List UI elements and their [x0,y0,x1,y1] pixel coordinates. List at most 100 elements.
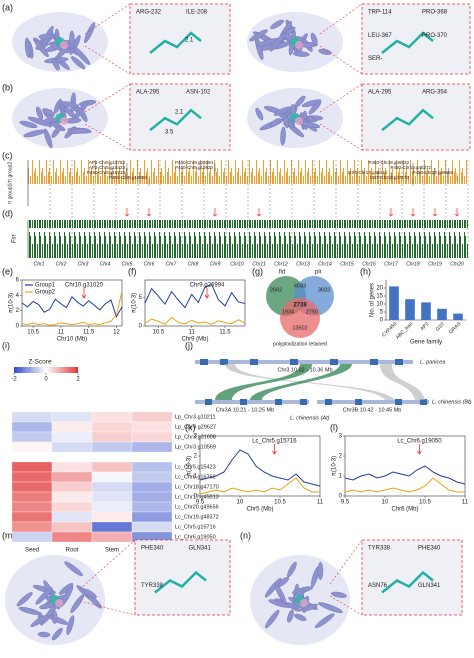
synteny-link [380,364,425,400]
heat-cell [51,501,93,513]
colorbar-step [76,367,79,373]
annotation: P450-Chr18.g46632 [368,160,409,165]
chromosome-label: Chr9 [210,261,221,267]
y-tick-label: 1 [339,474,343,480]
heat-cell [131,501,173,513]
heat-cell [91,441,133,453]
heat-cell [131,471,173,483]
count-label: 2750 [306,309,318,315]
colorbar-step [73,367,75,373]
heat-cell [51,471,93,483]
residue-label: PHE340 [418,546,441,552]
x-tick-label: 12 [113,330,120,336]
chromosome-label: Chr7 [166,261,177,267]
row-label: Lc_Chr20.g49656 [175,504,219,510]
helix [70,594,84,614]
helix [264,577,282,598]
x-axis-label: Chr10 (Mb) [57,337,87,343]
heat-cell [51,421,93,433]
colorbar-step [17,367,19,373]
helix [270,19,284,30]
row-label: Lc_Chr6.g19050 [175,534,216,540]
x-tick-label: 10.5 [152,330,164,336]
colorbar-step [34,367,37,373]
colorbar-step [57,367,59,373]
stick [149,31,202,54]
annotation: P450-Chr19.g48372 [390,165,431,170]
ligand [295,41,303,49]
y-tick-label: 3 [339,434,343,440]
helix [270,118,281,128]
heat-cell [91,521,133,533]
helix [77,106,88,123]
annotation: AP2-Chr5.g16762 [89,160,126,165]
colorbar-step [25,367,27,373]
colorbar-step [55,367,58,373]
y-axis-label: π(10-3) [132,293,138,313]
chromosome-label: Chr8 [188,261,199,267]
heat-cell [51,511,93,523]
count-label: 3603 [318,287,330,293]
chromosome-label: Chr15 [340,261,354,267]
x-tick-label: 10 [382,500,389,506]
series-line [199,477,320,495]
x-axis-label: Chr9 (Mb) [181,337,208,343]
heat-cell [91,461,133,473]
colorbar-step [71,367,74,373]
x-tick-label: 11.5 [83,330,95,336]
heat-cell [91,501,133,513]
series-line [144,283,246,309]
panel-letter: (n) [240,530,251,540]
panel-letter: (b) [2,82,13,92]
colorbar-title: Z-Score [28,359,52,366]
species-label: L. panicea [420,359,445,365]
plot-frame [199,435,321,497]
helix [68,128,89,134]
helix [268,599,290,608]
heat-cell [11,481,53,493]
y-tick-label: 0 [139,324,143,330]
zoom-line [84,45,131,75]
selection-arrow [256,208,262,217]
helix [51,125,62,138]
colorbar-step [31,367,34,373]
gene-block [300,399,307,405]
venn-set [280,298,320,338]
helix [283,115,290,129]
helix [24,37,31,58]
residue-label: ARG-232 [136,10,162,16]
colorbar-step [44,367,47,373]
chromosome-bar [317,400,429,404]
panel-letter: (h) [360,266,371,276]
row-label: Lc_Chr17.g45013 [175,494,219,500]
row-label: Lp_Chr3.g31608 [175,434,216,440]
region-label: Chr3B 10.42 - 10.45 Mb [343,407,402,413]
y-tick-label: 2 [194,454,198,460]
colorbar-step [15,367,18,373]
x-tick-label: GST [435,321,447,333]
distance-label: 2.1 [175,110,184,116]
annotation: Lc_Chr6.g19050 [397,439,442,445]
chromosome-bar [195,400,309,404]
chromosome-bar [195,360,413,364]
residue-label: LEU-367 [368,33,392,39]
annotation-arrow [272,444,277,455]
row-label: Lc_Chr6.g16762 [175,474,216,480]
bar [405,299,415,320]
column-label: Stem [105,548,119,554]
zoom-line [79,539,136,590]
ligand [55,599,63,607]
helix [64,561,83,577]
gene-block [240,399,247,405]
residue-label: TYR338 [141,583,164,589]
series-line [21,296,123,319]
heat-cell [51,461,93,473]
distance-label: 2.1 [185,38,194,44]
gene-block [370,359,378,365]
bar [453,313,463,320]
x-tick-label: 10.5 [274,500,286,506]
heat-cell [131,521,173,533]
annotation: Lc_Chr5.g15716 [252,439,297,445]
x-tick-label: 11 [317,500,324,506]
